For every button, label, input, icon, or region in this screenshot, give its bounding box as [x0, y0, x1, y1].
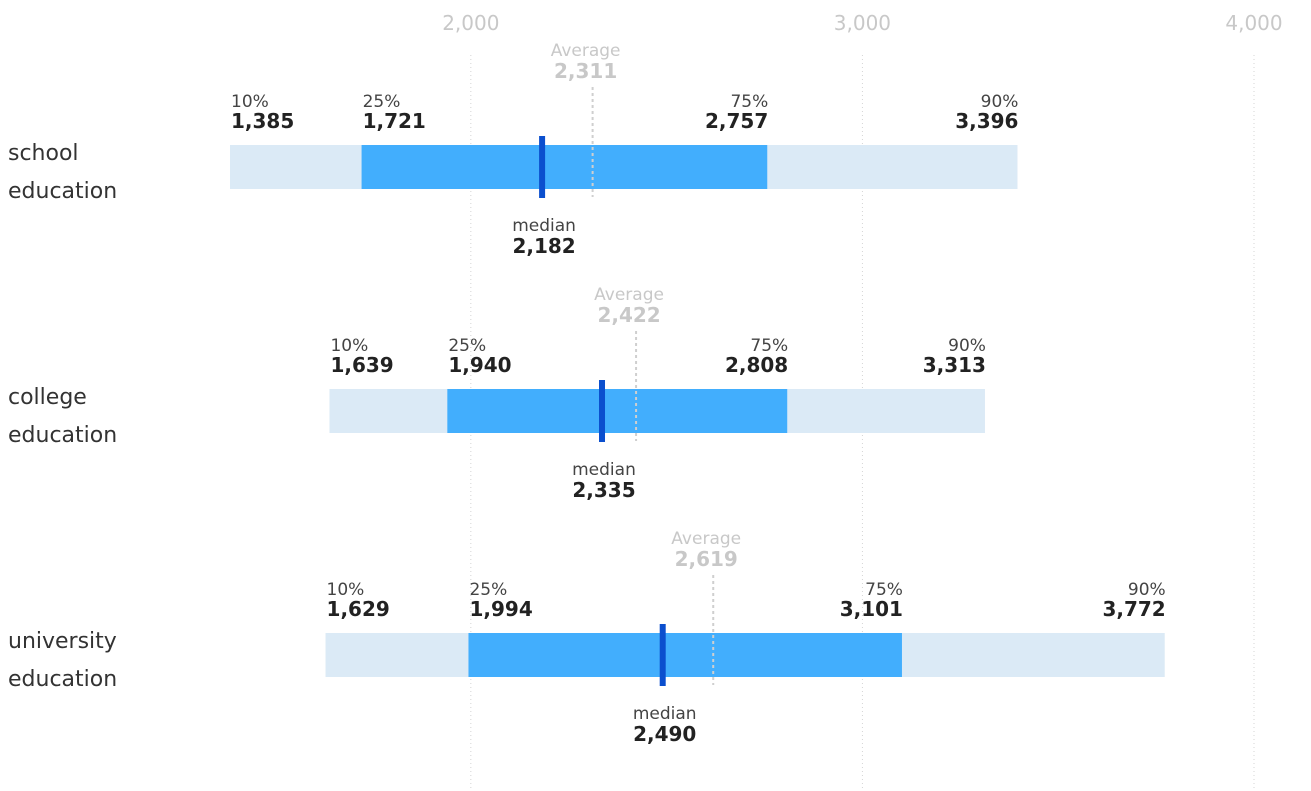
average-label: Average	[671, 529, 741, 549]
row-label-line-2: education	[8, 179, 117, 204]
p25-value: 1,994	[469, 597, 532, 621]
average-value: 2,422	[597, 303, 660, 327]
row-label-line-1: college	[8, 385, 87, 410]
p75-value: 2,808	[725, 353, 788, 377]
median-line	[539, 136, 546, 198]
p10-label: 10%	[231, 92, 269, 112]
p10-value: 1,639	[330, 353, 393, 377]
band-p25-p75	[468, 633, 902, 677]
median-value: 2,490	[633, 722, 696, 746]
x-axis-ticks: 2,000 3,000 4,000	[442, 11, 1282, 35]
rows-layer: schooleducationAverage2,311median2,18210…	[8, 41, 1166, 746]
average-value: 2,311	[554, 59, 617, 83]
p90-label: 90%	[948, 336, 986, 356]
p75-label: 75%	[750, 336, 788, 356]
average-label: Average	[551, 41, 621, 61]
p10-value: 1,629	[327, 597, 390, 621]
x-tick-label: 4,000	[1225, 11, 1282, 35]
x-tick-label: 3,000	[834, 11, 891, 35]
band-p25-p75	[447, 389, 788, 433]
p25-value: 1,721	[363, 109, 426, 133]
p25-value: 1,940	[448, 353, 511, 377]
p75-label: 75%	[730, 92, 768, 112]
median-line	[599, 380, 606, 442]
median-label: median	[572, 460, 636, 480]
p75-value: 2,757	[705, 109, 768, 133]
p75-label: 75%	[865, 580, 903, 600]
median-value: 2,335	[572, 478, 635, 502]
row-label-line-1: school	[8, 141, 79, 166]
p25-label: 25%	[363, 92, 401, 112]
median-value: 2,182	[512, 234, 575, 258]
p90-label: 90%	[981, 92, 1019, 112]
median-label: median	[512, 216, 576, 236]
row-label-line-1: university	[8, 629, 117, 654]
x-tick-label: 2,000	[442, 11, 499, 35]
p25-label: 25%	[448, 336, 486, 356]
average-label: Average	[594, 285, 664, 305]
band-p25-p75	[361, 145, 768, 189]
median-label: median	[633, 704, 697, 724]
p10-label: 10%	[327, 580, 365, 600]
median-line	[659, 624, 666, 686]
p25-label: 25%	[469, 580, 507, 600]
p90-value: 3,313	[923, 353, 986, 377]
row-label-line-2: education	[8, 667, 117, 692]
average-value: 2,619	[675, 547, 738, 571]
p90-value: 3,396	[955, 109, 1018, 133]
row-label-line-2: education	[8, 423, 117, 448]
p90-label: 90%	[1128, 580, 1166, 600]
p75-value: 3,101	[840, 597, 903, 621]
p10-label: 10%	[330, 336, 368, 356]
p90-value: 3,772	[1102, 597, 1165, 621]
p10-value: 1,385	[231, 109, 294, 133]
